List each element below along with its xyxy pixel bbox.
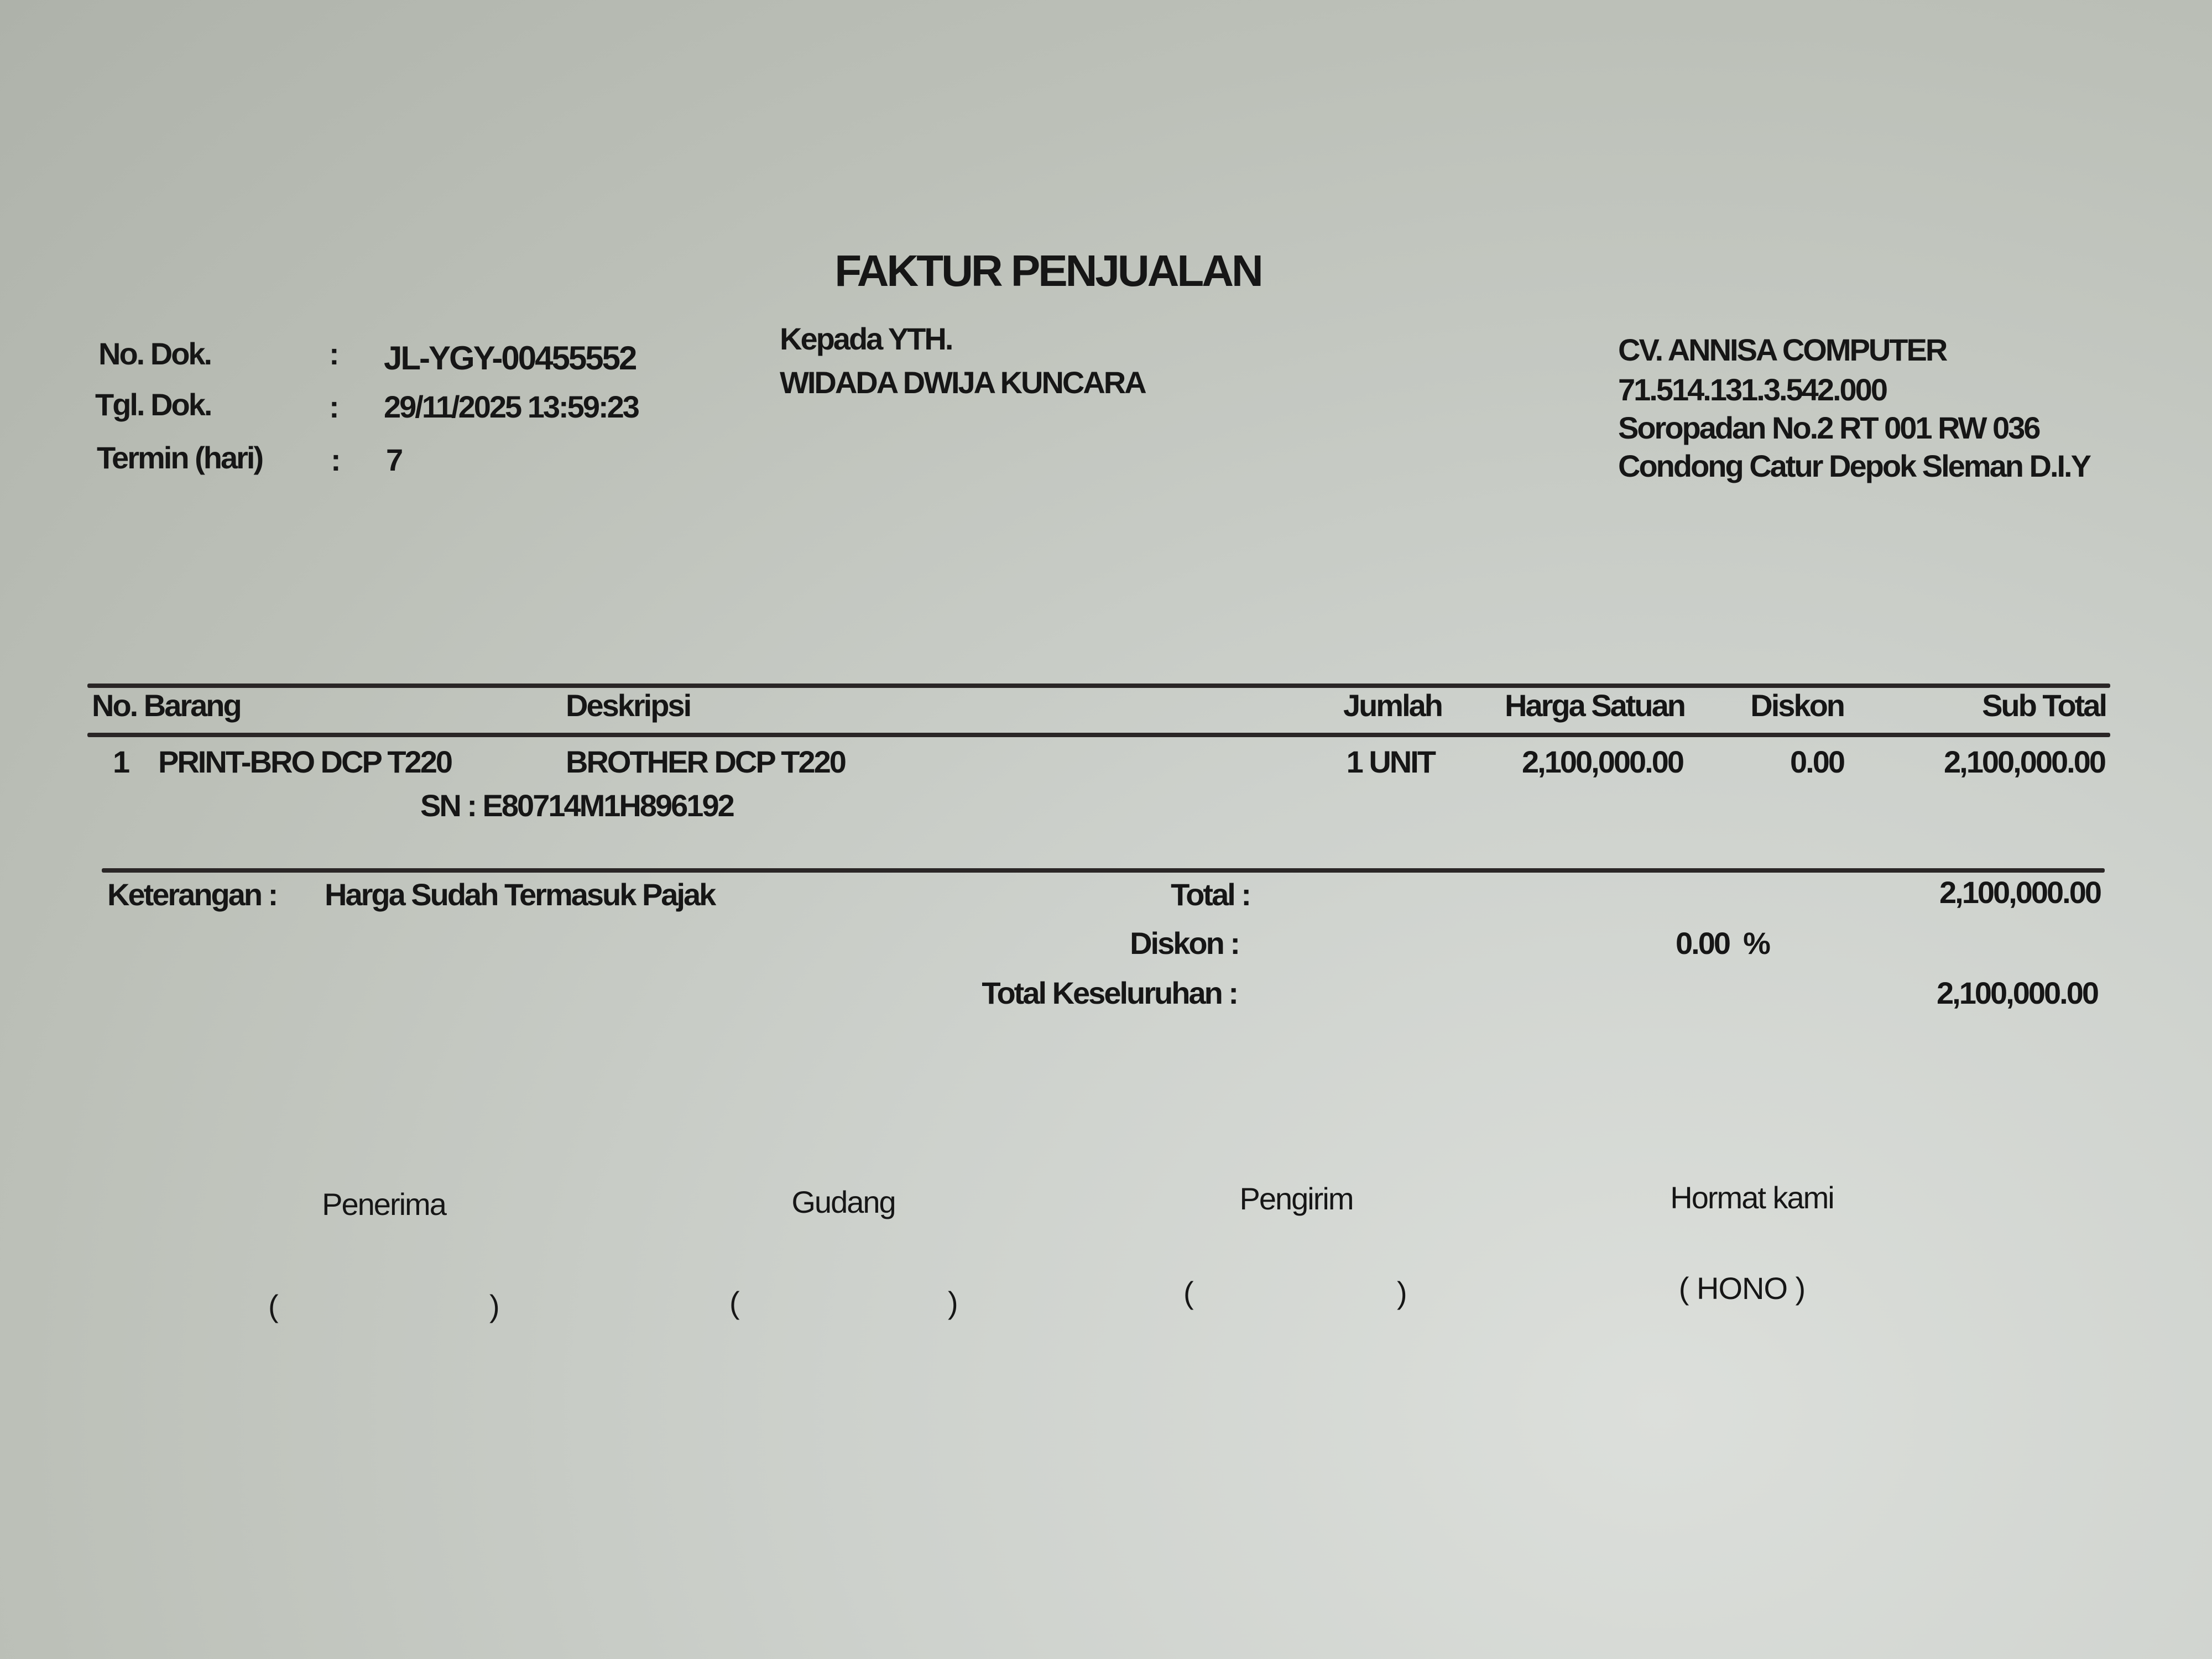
signature-gudang-close: ) <box>948 1285 958 1320</box>
table-top-rule <box>87 684 2110 688</box>
colon: : <box>331 442 341 477</box>
table-bottom-rule <box>102 868 2105 873</box>
keterangan-value: Harga Sudah Termasuk Pajak <box>325 877 716 912</box>
grand-total-label: Total Keseluruhan : <box>982 975 1239 1010</box>
row-quantity: 1 UNIT <box>1346 744 1436 779</box>
colon: : <box>329 336 340 371</box>
signature-penerima-close: ) <box>489 1288 500 1323</box>
termin-value: 7 <box>386 442 403 477</box>
signature-gudang-open: ( <box>729 1285 740 1320</box>
header-diskon: Diskon <box>1750 688 1845 723</box>
company-name: CV. ANNISA COMPUTER <box>1618 332 1948 367</box>
grand-total-value: 2,100,000.00 <box>1937 975 2099 1010</box>
signature-pengirim-open: ( <box>1183 1275 1194 1310</box>
no-dok-label: No. Dok. <box>98 336 212 371</box>
diskon-label: Diskon : <box>1130 926 1240 961</box>
signature-penerima-open: ( <box>268 1288 279 1323</box>
row-description: BROTHER DCP T220 <box>566 744 847 779</box>
tgl-dok-label: Tgl. Dok. <box>95 387 212 422</box>
diskon-percent: 0.00 % <box>1676 926 1771 961</box>
row-unit-price: 2,100,000.00 <box>1522 744 1684 779</box>
total-value: 2,100,000.00 <box>1939 875 2102 910</box>
header-no-barang: No. Barang <box>92 688 242 723</box>
signature-penerima: Penerima <box>322 1187 447 1222</box>
header-sub-total: Sub Total <box>1982 688 2107 723</box>
row-discount: 0.00 <box>1790 744 1845 779</box>
document-title: FAKTUR PENJUALAN <box>834 246 1264 295</box>
table-header-rule <box>87 733 2110 737</box>
recipient-label: Kepada YTH. <box>780 321 953 356</box>
tgl-dok-value: 29/11/2025 13:59:23 <box>384 389 640 424</box>
row-item-code: PRINT-BRO DCP T220 <box>158 744 453 779</box>
signature-hormat-kami: Hormat kami <box>1670 1180 1834 1215</box>
keterangan-label: Keterangan : <box>107 877 278 912</box>
header-harga-satuan: Harga Satuan <box>1505 688 1686 723</box>
company-npwp: 71.514.131.3.542.000 <box>1618 372 1888 407</box>
company-address-2: Condong Catur Depok Sleman D.I.Y <box>1618 448 2091 483</box>
header-deskripsi: Deskripsi <box>566 688 692 723</box>
signature-hormat-name: ( HONO ) <box>1678 1271 1806 1306</box>
row-sub-total: 2,100,000.00 <box>1944 744 2106 779</box>
signature-pengirim-close: ) <box>1397 1275 1407 1310</box>
colon: : <box>329 389 340 424</box>
recipient-name: WIDADA DWIJA KUNCARA <box>780 365 1147 400</box>
row-number: 1 <box>113 744 130 779</box>
total-label: Total : <box>1171 877 1251 912</box>
termin-label: Termin (hari) <box>97 440 264 475</box>
row-serial-number: SN : E80714M1H896192 <box>420 788 735 823</box>
no-dok-value: JL-YGY-00455552 <box>384 340 637 377</box>
header-jumlah: Jumlah <box>1343 688 1443 723</box>
signature-pengirim: Pengirim <box>1239 1181 1354 1216</box>
signature-gudang: Gudang <box>791 1185 896 1219</box>
company-address-1: Soropadan No.2 RT 001 RW 036 <box>1618 410 2041 445</box>
